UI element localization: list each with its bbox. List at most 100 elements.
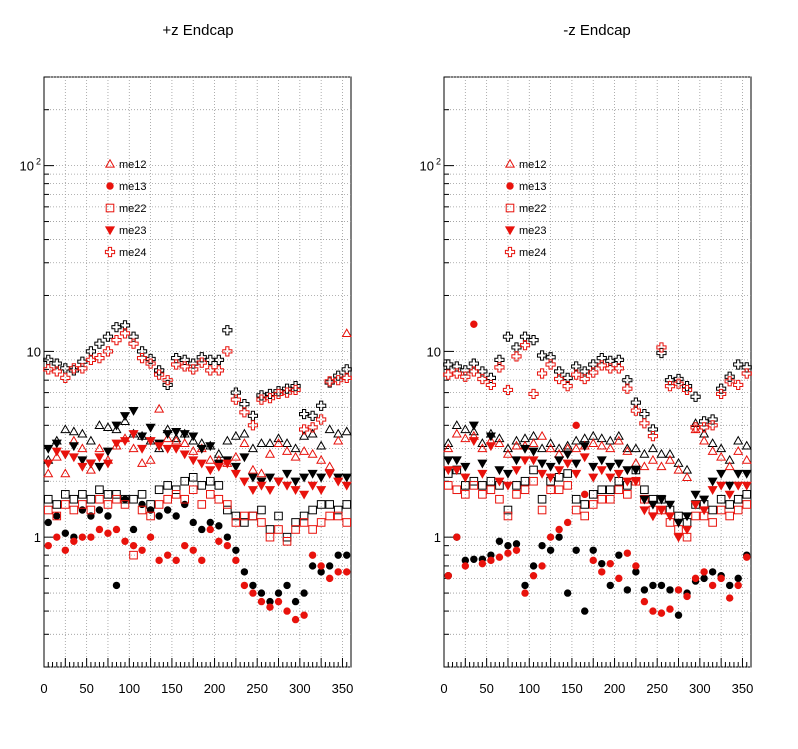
data-point-me23 xyxy=(724,490,735,500)
data-point-me12 xyxy=(290,451,301,461)
data-point-me23 xyxy=(673,518,684,528)
data-point-me23 xyxy=(230,469,241,479)
data-point-me24 xyxy=(316,414,327,425)
x-tick-label: 100 xyxy=(518,681,540,696)
data-point-me22 xyxy=(325,511,334,521)
data-point-me13 xyxy=(589,556,597,565)
data-point-me24 xyxy=(545,352,556,363)
data-point-me23 xyxy=(579,453,590,463)
data-point-me12 xyxy=(247,443,258,453)
data-point-me12 xyxy=(468,426,479,436)
data-point-me22 xyxy=(495,494,504,504)
data-point-me23 xyxy=(111,421,122,431)
data-point-me23 xyxy=(528,447,539,457)
data-point-me23 xyxy=(43,444,54,454)
data-point-me13 xyxy=(95,506,104,514)
legend-label: me24 xyxy=(119,247,147,259)
data-point-me13 xyxy=(163,551,172,559)
legend-marker-me22 xyxy=(105,203,115,213)
data-point-me13 xyxy=(495,537,504,545)
data-point-me22 xyxy=(197,481,207,490)
data-point-me24 xyxy=(333,375,344,386)
data-point-me23 xyxy=(145,437,156,447)
data-point-me12 xyxy=(545,443,556,453)
data-point-me12 xyxy=(230,430,241,440)
data-point-me24 xyxy=(477,373,488,385)
data-point-me13 xyxy=(53,512,61,520)
data-point-me13 xyxy=(215,522,223,530)
data-point-me13 xyxy=(325,562,334,570)
data-point-me22 xyxy=(61,500,70,509)
data-point-me24 xyxy=(230,394,241,405)
legend-label: me23 xyxy=(519,225,547,237)
data-point-me13 xyxy=(495,553,504,561)
data-point-me23 xyxy=(119,437,131,447)
data-point-me23 xyxy=(213,462,224,472)
data-point-me13 xyxy=(112,581,121,590)
data-point-me13 xyxy=(470,555,478,563)
data-point-me22 xyxy=(282,536,292,546)
data-point-me12 xyxy=(137,458,148,467)
data-point-me24 xyxy=(333,370,344,381)
data-point-me22 xyxy=(120,494,130,504)
data-point-me13 xyxy=(44,541,52,550)
data-point-me24 xyxy=(51,366,62,377)
data-point-me23 xyxy=(733,469,744,479)
data-point-me22 xyxy=(503,505,513,515)
data-point-me23 xyxy=(281,481,293,491)
data-point-me24 xyxy=(213,354,224,365)
data-point-me22 xyxy=(78,490,87,499)
data-point-me24 xyxy=(630,405,641,416)
data-point-me22 xyxy=(257,518,266,527)
data-point-me23 xyxy=(162,430,173,440)
data-point-me23 xyxy=(485,442,496,452)
data-point-me22 xyxy=(308,505,317,515)
data-point-me13 xyxy=(657,581,666,590)
data-point-me13 xyxy=(291,615,300,624)
data-point-me24 xyxy=(698,416,710,427)
data-point-me12 xyxy=(733,435,744,445)
data-point-me23 xyxy=(639,506,650,516)
data-point-me24 xyxy=(145,358,156,369)
data-point-me13 xyxy=(640,597,649,606)
data-point-me22 xyxy=(146,500,155,509)
data-point-me13 xyxy=(623,549,632,557)
data-point-me22 xyxy=(614,485,624,495)
data-point-me22 xyxy=(563,469,572,478)
data-point-me13 xyxy=(70,537,78,545)
data-point-me24 xyxy=(316,400,327,411)
data-point-me22 xyxy=(342,500,352,509)
data-point-me13 xyxy=(257,597,266,606)
data-point-me12 xyxy=(460,424,471,434)
data-point-me12 xyxy=(256,468,267,478)
data-point-me13 xyxy=(598,568,606,576)
x-tick-label: 50 xyxy=(479,681,493,696)
data-point-me22 xyxy=(529,465,538,475)
data-point-me13 xyxy=(512,540,521,548)
data-point-me23 xyxy=(647,500,658,510)
data-point-me13 xyxy=(606,581,614,590)
chart-title: -z Endcap xyxy=(563,22,631,39)
legend-label: me23 xyxy=(119,225,147,237)
data-point-me12 xyxy=(102,422,114,432)
data-point-me12 xyxy=(145,454,156,464)
data-point-me13 xyxy=(563,518,572,527)
data-point-me24 xyxy=(102,346,114,357)
data-point-me23 xyxy=(299,473,310,483)
data-point-me23 xyxy=(460,473,471,483)
data-point-me24 xyxy=(639,418,650,429)
data-point-me24 xyxy=(247,410,259,421)
data-point-me24 xyxy=(179,361,190,372)
data-point-me23 xyxy=(494,466,505,476)
data-point-me22 xyxy=(597,485,607,495)
data-point-me23 xyxy=(519,444,531,454)
data-point-me22 xyxy=(537,505,547,515)
data-point-me23 xyxy=(622,466,633,476)
data-point-me13 xyxy=(691,574,700,583)
data-point-me12 xyxy=(451,428,462,438)
data-point-me12 xyxy=(273,433,284,443)
data-point-me23 xyxy=(111,439,122,449)
x-tick-label: 200 xyxy=(604,681,626,696)
data-point-me23 xyxy=(485,432,496,442)
data-point-me23 xyxy=(77,456,88,466)
